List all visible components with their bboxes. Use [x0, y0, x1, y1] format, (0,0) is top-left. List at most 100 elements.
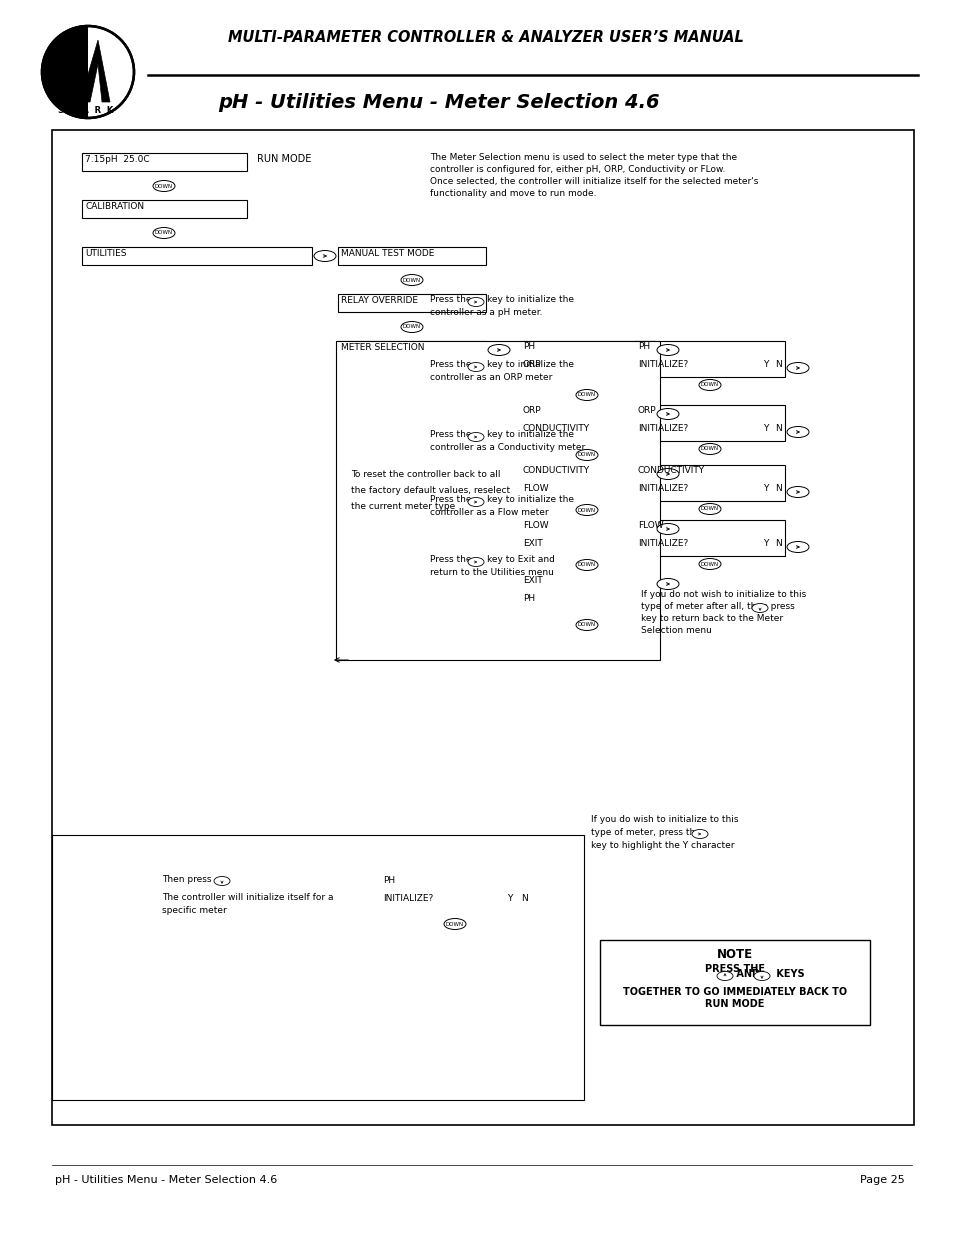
- Bar: [519, 520, 655, 556]
- Ellipse shape: [751, 604, 767, 613]
- Bar: [337, 294, 485, 312]
- Ellipse shape: [699, 379, 720, 390]
- Ellipse shape: [657, 524, 679, 535]
- Text: AND: AND: [732, 969, 760, 979]
- Ellipse shape: [400, 274, 422, 285]
- Ellipse shape: [657, 468, 679, 479]
- Ellipse shape: [576, 559, 598, 571]
- Ellipse shape: [488, 345, 510, 356]
- Text: DOWN: DOWN: [700, 383, 719, 388]
- Ellipse shape: [657, 578, 679, 589]
- Ellipse shape: [576, 389, 598, 400]
- Text: pH - Utilities Menu - Meter Selection 4.6: pH - Utilities Menu - Meter Selection 4.…: [218, 94, 659, 112]
- Ellipse shape: [468, 432, 483, 441]
- Text: Y: Y: [762, 538, 767, 548]
- Text: TOGETHER TO GO IMMEDIATELY BACK TO: TOGETHER TO GO IMMEDIATELY BACK TO: [622, 987, 846, 997]
- Bar: [52, 130, 913, 1125]
- Bar: [52, 835, 583, 1100]
- Text: ORP: ORP: [522, 406, 541, 415]
- Polygon shape: [80, 40, 110, 103]
- Text: If you do wish to initialize to this: If you do wish to initialize to this: [590, 815, 738, 824]
- Text: key to return back to the Meter: key to return back to the Meter: [640, 614, 782, 622]
- Text: key to initialize the: key to initialize the: [486, 430, 574, 438]
- Text: N: N: [774, 484, 781, 493]
- Text: Press the: Press the: [430, 495, 471, 504]
- Ellipse shape: [717, 972, 732, 981]
- Text: controller as a Conductivity meter: controller as a Conductivity meter: [430, 443, 584, 452]
- Text: key to highlight the Y character: key to highlight the Y character: [590, 841, 734, 850]
- Text: DOWN: DOWN: [402, 325, 420, 330]
- Ellipse shape: [699, 443, 720, 454]
- Ellipse shape: [753, 972, 769, 981]
- Text: Y: Y: [762, 359, 767, 369]
- Text: return to the Utilities menu: return to the Utilities menu: [430, 568, 554, 577]
- Text: controller is configured for, either pH, ORP, Conductivity or FLow.: controller is configured for, either pH,…: [430, 165, 724, 174]
- Text: Y: Y: [506, 894, 512, 903]
- Bar: [635, 405, 784, 441]
- Text: N: N: [774, 359, 781, 369]
- Text: To reset the controller back to all: To reset the controller back to all: [351, 471, 500, 479]
- Text: ORP: ORP: [522, 359, 541, 369]
- Text: key to Exit and: key to Exit and: [486, 555, 555, 564]
- Text: 7.15pH  25.0C: 7.15pH 25.0C: [85, 156, 150, 164]
- Bar: [635, 466, 784, 501]
- Text: UTILITIES: UTILITIES: [85, 249, 127, 258]
- Ellipse shape: [576, 505, 598, 515]
- Bar: [635, 341, 784, 377]
- Text: DOWN: DOWN: [154, 231, 172, 236]
- Bar: [82, 200, 247, 219]
- Text: Press the: Press the: [430, 359, 471, 369]
- Bar: [337, 247, 485, 266]
- Text: INITIALIZE?: INITIALIZE?: [382, 894, 433, 903]
- Text: Y: Y: [762, 484, 767, 493]
- Text: ORP: ORP: [638, 406, 656, 415]
- Ellipse shape: [699, 558, 720, 569]
- Text: controller as a pH meter.: controller as a pH meter.: [430, 308, 542, 317]
- Text: DOWN: DOWN: [700, 447, 719, 452]
- Ellipse shape: [657, 409, 679, 420]
- Text: DOWN: DOWN: [402, 278, 420, 283]
- Text: EXIT: EXIT: [522, 538, 542, 548]
- Text: Once selected, the controller will initialize itself for the selected meter's: Once selected, the controller will initi…: [430, 177, 758, 186]
- Text: INITIALIZE?: INITIALIZE?: [638, 424, 687, 433]
- Ellipse shape: [576, 450, 598, 461]
- Bar: [379, 876, 530, 911]
- Text: DOWN: DOWN: [578, 393, 596, 398]
- Text: If you do not wish to initialize to this: If you do not wish to initialize to this: [640, 590, 805, 599]
- Text: FLOW: FLOW: [522, 484, 548, 493]
- Text: DOWN: DOWN: [700, 506, 719, 511]
- Text: PH: PH: [522, 342, 535, 351]
- Text: The controller will initialize itself for a: The controller will initialize itself fo…: [162, 893, 334, 902]
- Text: DOWN: DOWN: [578, 622, 596, 627]
- Text: CONDUCTIVITY: CONDUCTIVITY: [522, 466, 590, 475]
- Bar: [599, 940, 869, 1025]
- Text: PH: PH: [522, 594, 535, 603]
- Ellipse shape: [152, 180, 174, 191]
- Ellipse shape: [691, 830, 707, 839]
- Text: the current meter type: the current meter type: [351, 501, 455, 511]
- Text: Press the: Press the: [430, 295, 471, 304]
- Text: functionality and move to run mode.: functionality and move to run mode.: [430, 189, 596, 198]
- Text: NOTE: NOTE: [717, 948, 752, 961]
- Text: Press the: Press the: [430, 555, 471, 564]
- Ellipse shape: [786, 363, 808, 373]
- Text: DOWN: DOWN: [578, 508, 596, 513]
- Text: Selection menu: Selection menu: [640, 626, 711, 635]
- Ellipse shape: [152, 227, 174, 238]
- Text: key to initialize the: key to initialize the: [486, 295, 574, 304]
- Bar: [519, 341, 655, 377]
- Text: N: N: [520, 894, 527, 903]
- Text: INITIALIZE?: INITIALIZE?: [638, 538, 687, 548]
- Bar: [337, 341, 485, 359]
- Text: specific meter: specific meter: [162, 906, 227, 915]
- Text: INITIALIZE?: INITIALIZE?: [638, 484, 687, 493]
- Ellipse shape: [786, 487, 808, 498]
- Bar: [82, 153, 247, 170]
- Text: type of meter, press the: type of meter, press the: [590, 827, 700, 837]
- Text: KEYS: KEYS: [772, 969, 803, 979]
- Bar: [335, 341, 659, 659]
- Ellipse shape: [443, 919, 465, 930]
- Text: pH - Utilities Menu - Meter Selection 4.6: pH - Utilities Menu - Meter Selection 4.…: [55, 1174, 277, 1186]
- Text: type of meter after all, then press: type of meter after all, then press: [640, 601, 794, 611]
- Text: METER SELECTION: METER SELECTION: [340, 343, 424, 352]
